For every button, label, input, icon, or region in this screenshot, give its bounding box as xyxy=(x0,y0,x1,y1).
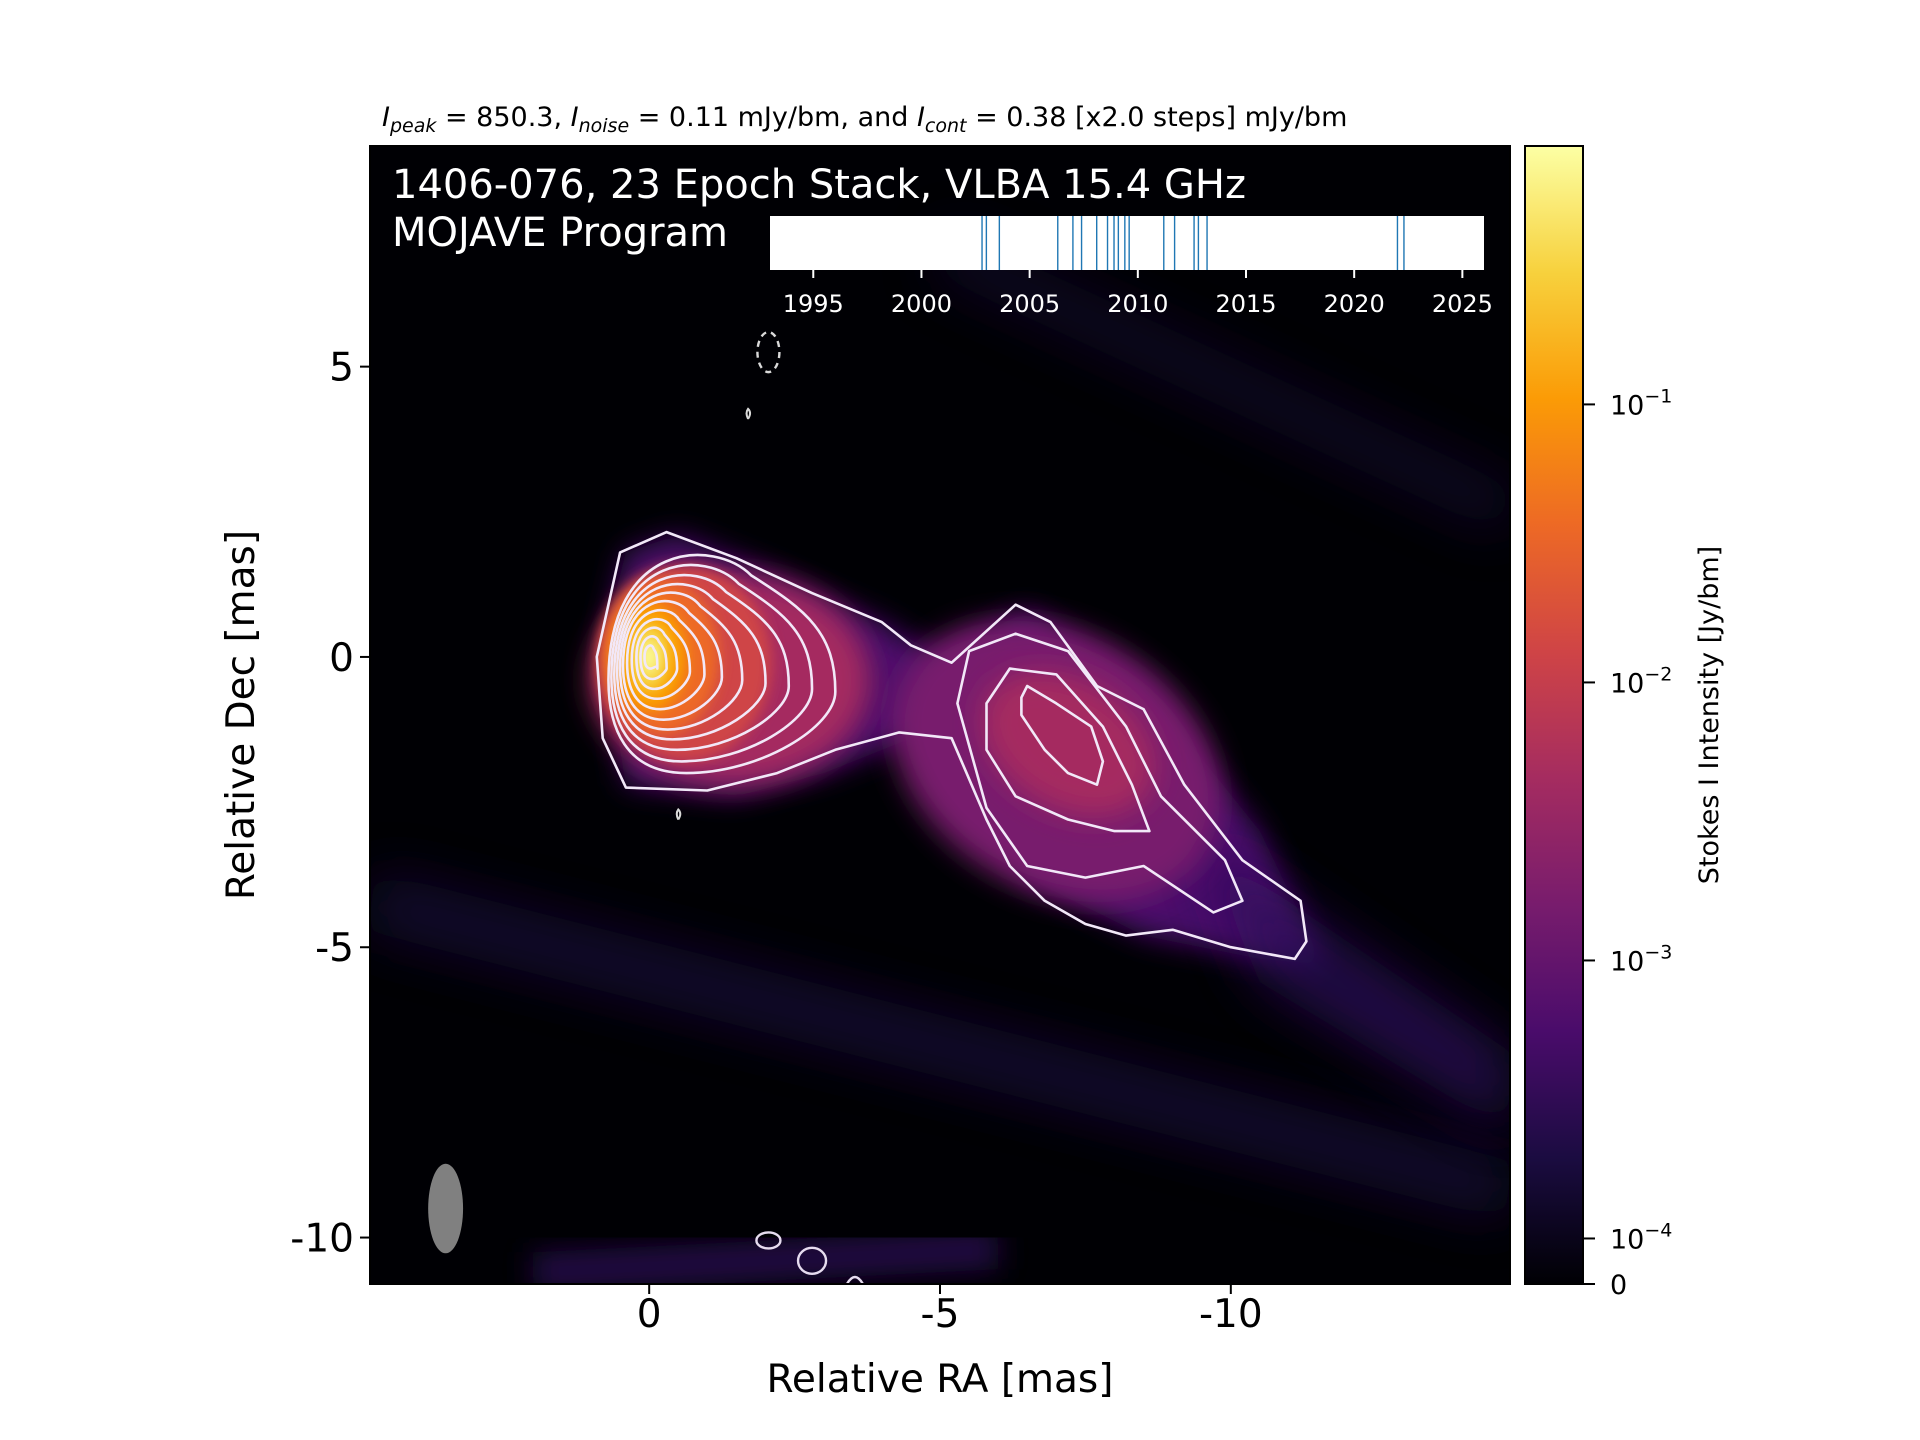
contour-core-5 xyxy=(618,591,744,731)
colorbar: 10−1 10−2 10−3 10−4 0 Stokes I Intensity [Jy… xyxy=(1524,145,1725,1301)
x-tick-label: 0 xyxy=(637,1292,662,1337)
colorbar-tick-label: 10−1 xyxy=(1610,385,1672,421)
source-title: 1406-076, 23 Epoch Stack, VLBA 15.4 GHz xyxy=(392,162,1246,208)
contour-outer xyxy=(595,530,1308,961)
colorbar-tick-label: 10−4 xyxy=(1610,1219,1672,1255)
contour-core-3 xyxy=(612,573,791,752)
contour-core-9 xyxy=(635,626,679,691)
epoch-lines xyxy=(981,216,1405,270)
epoch-timeline: 1995 2000 2005 2010 2015 2020 2025 xyxy=(770,216,1493,318)
colorbar-gradient xyxy=(1524,145,1584,1285)
colorbar-tick-label: 0 xyxy=(1610,1270,1627,1301)
y-tick-label: -10 xyxy=(290,1217,354,1262)
contour-core-6 xyxy=(621,599,724,721)
x-tick-label: -5 xyxy=(921,1292,960,1337)
background-streak xyxy=(531,1229,1000,1284)
contour-jet-3 xyxy=(985,667,1151,833)
noise-contour xyxy=(755,1231,782,1250)
contour-jet-2 xyxy=(956,632,1244,914)
intensity-header: Ipeak = 850.3, Inoise = 0.11 mJy/bm, and… xyxy=(382,102,1347,137)
colorbar-ticks: 10−1 10−2 10−3 10−4 0 xyxy=(1583,385,1672,1301)
y-axis-ticks: 5 0 -5 -10 xyxy=(290,346,370,1262)
contour-core-11 xyxy=(643,644,659,670)
noise-contour xyxy=(845,1275,864,1284)
contour-core-10 xyxy=(639,635,668,681)
noise-contour xyxy=(745,407,752,420)
colorbar-label: Stokes I Intensity [Jy/bm] xyxy=(1694,546,1725,884)
background-streak xyxy=(929,227,1510,535)
x-axis-ticks: 0 -5 -10 xyxy=(637,1284,1263,1337)
y-axis-label: Relative Dec [mas] xyxy=(219,530,264,900)
timeline-tick-label: 1995 xyxy=(783,290,844,318)
outer-jet-tail xyxy=(1201,842,1510,1133)
negative-contour xyxy=(756,330,781,374)
colorbar-tick-label: 10−2 xyxy=(1610,663,1672,699)
background-streak xyxy=(370,871,1510,1221)
contour-layer xyxy=(595,330,1308,1284)
timeline-tick-label: 2025 xyxy=(1432,290,1493,318)
timeline-ticks: 1995 2000 2005 2010 2015 2020 2025 xyxy=(783,270,1493,318)
y-tick-label: 0 xyxy=(329,636,354,681)
contour-core-1 xyxy=(607,553,837,775)
x-tick-label: -10 xyxy=(1199,1292,1263,1337)
program-title: MOJAVE Program xyxy=(392,210,728,256)
contour-core-7 xyxy=(625,608,706,711)
timeline-tick-label: 2000 xyxy=(891,290,952,318)
timeline-tick-label: 2015 xyxy=(1215,290,1276,318)
beam-ellipse xyxy=(428,1163,464,1254)
colorbar-tick-label: 10−3 xyxy=(1610,941,1672,977)
contour-core-4 xyxy=(615,582,767,741)
y-tick-label: 5 xyxy=(329,346,354,391)
contour-core-2 xyxy=(610,563,814,763)
image-panel: 0 -5 -10 5 0 -5 -10 xyxy=(290,145,1511,1337)
timeline-tick-label: 2010 xyxy=(1107,290,1168,318)
noise-contour xyxy=(675,807,682,821)
contour-jet-4 xyxy=(1020,684,1105,786)
timeline-box xyxy=(770,216,1484,270)
timeline-tick-label: 2020 xyxy=(1324,290,1385,318)
x-axis-label: Relative RA [mas] xyxy=(767,1357,1114,1402)
contour-core-8 xyxy=(630,618,692,701)
y-tick-label: -5 xyxy=(315,926,354,971)
noise-contour xyxy=(796,1246,828,1275)
timeline-tick-label: 2005 xyxy=(999,290,1060,318)
